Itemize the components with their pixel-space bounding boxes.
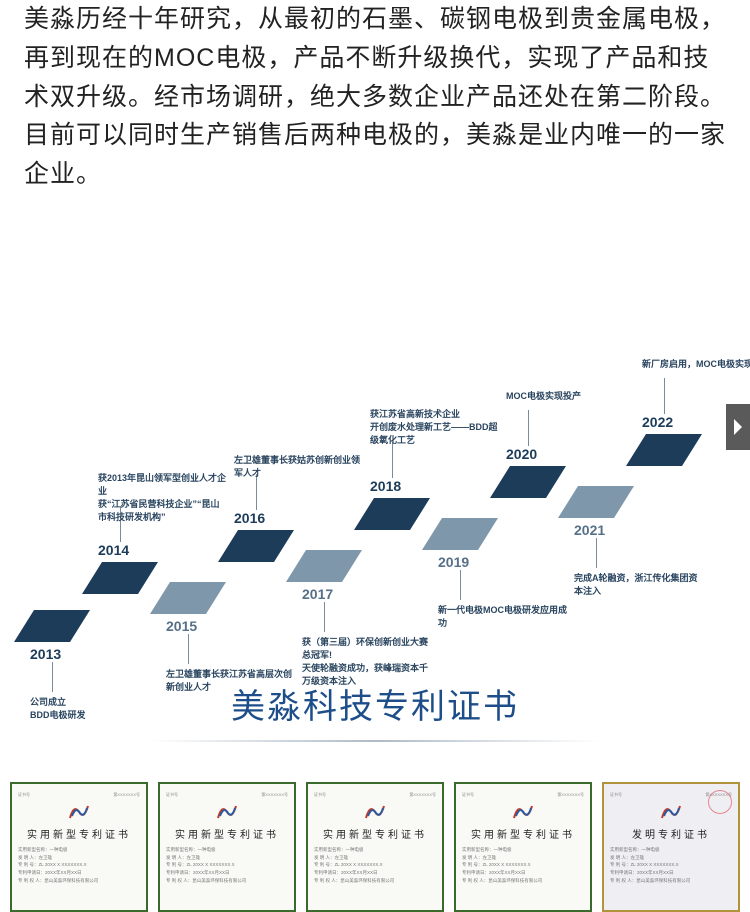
timeline-node-2017: 2017获（第三届）环保创新创业大赛总冠军!天使轮融资成功，获峰瑞资本千万级资本… [296,550,352,582]
cert-top-row: 证书号第XXXXXXX号 [462,792,584,798]
timeline-year: 2021 [574,522,605,538]
timeline-year: 2016 [234,510,265,526]
timeline-desc: 左卫雄董事长获江苏省高层次创新创业人才 [166,668,296,694]
timeline-connector [664,378,665,414]
timeline-node-2015: 2015左卫雄董事长获江苏省高层次创新创业人才 [160,582,216,614]
cert-field: 专 利 权 人：昆山美淼环保科技有限公司 [18,878,140,884]
cert-field: 专 利 号：ZL 20XX X XXXXXXX.X [166,862,288,868]
certificate-row: 证书号第XXXXXXX号实用新型专利证书实用新型名称：一种电极发 明 人：左卫雄… [0,782,750,912]
cert-field: 专 利 权 人：昆山美淼环保科技有限公司 [314,878,436,884]
cert-top-row: 证书号第XXXXXXX号 [314,792,436,798]
decorative-divider [150,740,600,742]
cert-field: 专 利 权 人：昆山美淼环保科技有限公司 [166,878,288,884]
timeline-node-2021: 2021完成A轮融资，浙江传化集团资本注入 [568,486,624,518]
timeline-year: 2013 [30,646,61,662]
cert-field: 发 明 人：左卫雄 [166,855,288,861]
timeline-connector [528,410,529,446]
cert-field: 专 利 号：ZL 20XX X XXXXXXX.X [18,862,140,868]
timeline-connector [324,602,325,632]
timeline-year: 2019 [438,554,469,570]
intro-paragraph: 美淼历经十年研究，从最初的石墨、碳钢电极到贵金属电极，再到现在的MOC电极，产品… [0,0,750,214]
timeline-shape [218,530,294,562]
cert-field: 专 利 权 人：昆山美淼环保科技有限公司 [462,878,584,884]
timeline-shape [150,582,226,614]
cert-field: 发 明 人：左卫雄 [462,855,584,861]
cert-field: 专 利 号：ZL 20XX X XXXXXXX.X [462,862,584,868]
cert-title: 实用新型专利证书 [462,826,584,841]
timeline-node-2013: 2013公司成立BDD电极研发 [24,610,80,642]
timeline-desc: 获（第三届）环保创新创业大赛总冠军!天使轮融资成功，获峰瑞资本千万级资本注入 [302,636,432,688]
timeline-shape [422,518,498,550]
timeline-node-2020: 2020MOC电极实现投产 [500,466,556,498]
cert-field: 发 明 人：左卫雄 [18,855,140,861]
cert-title: 实用新型专利证书 [166,826,288,841]
timeline-desc: 获2013年昆山领军型创业人才企业获“江苏省民营科技企业”“昆山市科技研发机构” [98,472,228,524]
timeline-connector [596,538,597,568]
timeline-year: 2015 [166,618,197,634]
timeline-connector [460,570,461,600]
utility-patent-certificate: 证书号第XXXXXXX号实用新型专利证书实用新型名称：一种电极发 明 人：左卫雄… [10,782,148,912]
timeline-desc: 获江苏省高新技术企业开创废水处理新工艺——BDD超级氧化工艺 [370,408,500,447]
timeline-shape [14,610,90,642]
timeline-year: 2018 [370,478,401,494]
utility-patent-certificate: 证书号第XXXXXXX号实用新型专利证书实用新型名称：一种电极发 明 人：左卫雄… [158,782,296,912]
cert-title: 发明专利证书 [610,826,732,841]
timeline-node-2022: 2022新厂房启用，MOC电极实现扩产 [636,434,692,466]
timeline-shape [82,562,158,594]
cert-field: 发 明 人：左卫雄 [610,855,732,861]
timeline-desc: 新一代电极MOC电极研发应用成功 [438,604,568,630]
utility-patent-certificate: 证书号第XXXXXXX号实用新型专利证书实用新型名称：一种电极发 明 人：左卫雄… [454,782,592,912]
cert-logo-icon [314,802,436,822]
cert-logo-icon [462,802,584,822]
timeline-year: 2020 [506,446,537,462]
timeline-shape [558,486,634,518]
cert-title: 实用新型专利证书 [314,826,436,841]
cert-logo-icon [18,802,140,822]
cert-field: 专利申请日：20XX年XX月XX日 [314,870,436,876]
timeline-desc: MOC电极实现投产 [506,390,636,403]
timeline: 2013公司成立BDD电极研发2014获2013年昆山领军型创业人才企业获“江苏… [0,214,750,654]
timeline-connector [188,634,189,664]
timeline-desc: 完成A轮融资，浙江传化集团资本注入 [574,572,704,598]
timeline-year: 2014 [98,542,129,558]
timeline-shape [490,466,566,498]
timeline-connector [392,442,393,478]
cert-field: 专 利 权 人：昆山美淼环保科技有限公司 [610,878,732,884]
cert-field: 专利申请日：20XX年XX月XX日 [166,870,288,876]
cert-top-row: 证书号第XXXXXXX号 [18,792,140,798]
timeline-shape [354,498,430,530]
timeline-node-2018: 2018获江苏省高新技术企业开创废水处理新工艺——BDD超级氧化工艺 [364,498,420,530]
cert-field: 专利申请日：20XX年XX月XX日 [18,870,140,876]
timeline-year: 2017 [302,586,333,602]
timeline-shape [286,550,362,582]
utility-patent-certificate: 证书号第XXXXXXX号实用新型专利证书实用新型名称：一种电极发 明 人：左卫雄… [306,782,444,912]
cert-logo-icon [166,802,288,822]
timeline-node-2014: 2014获2013年昆山领军型创业人才企业获“江苏省民营科技企业”“昆山市科技研… [92,562,148,594]
timeline-next-arrow[interactable] [726,404,750,450]
cert-field: 专 利 号：ZL 20XX X XXXXXXX.X [610,862,732,868]
cert-field: 专利申请日：20XX年XX月XX日 [610,870,732,876]
timeline-node-2016: 2016左卫雄董事长获姑苏创新创业领军人才 [228,530,284,562]
timeline-node-2019: 2019新一代电极MOC电极研发应用成功 [432,518,488,550]
cert-field: 发 明 人：左卫雄 [314,855,436,861]
timeline-shape [626,434,702,466]
timeline-desc: 新厂房启用，MOC电极实现扩产 [642,358,750,371]
invention-patent-certificate: 证书号第XXXXXXX号发明专利证书实用新型名称：一种电极发 明 人：左卫雄专 … [602,782,740,912]
timeline-year: 2022 [642,414,673,430]
stamp-icon [708,790,732,814]
timeline-desc: 公司成立BDD电极研发 [30,696,160,722]
timeline-connector [52,662,53,692]
cert-field: 专利申请日：20XX年XX月XX日 [462,870,584,876]
cert-title: 实用新型专利证书 [18,826,140,841]
cert-field: 专 利 号：ZL 20XX X XXXXXXX.X [314,862,436,868]
cert-top-row: 证书号第XXXXXXX号 [166,792,288,798]
timeline-desc: 左卫雄董事长获姑苏创新创业领军人才 [234,454,364,480]
